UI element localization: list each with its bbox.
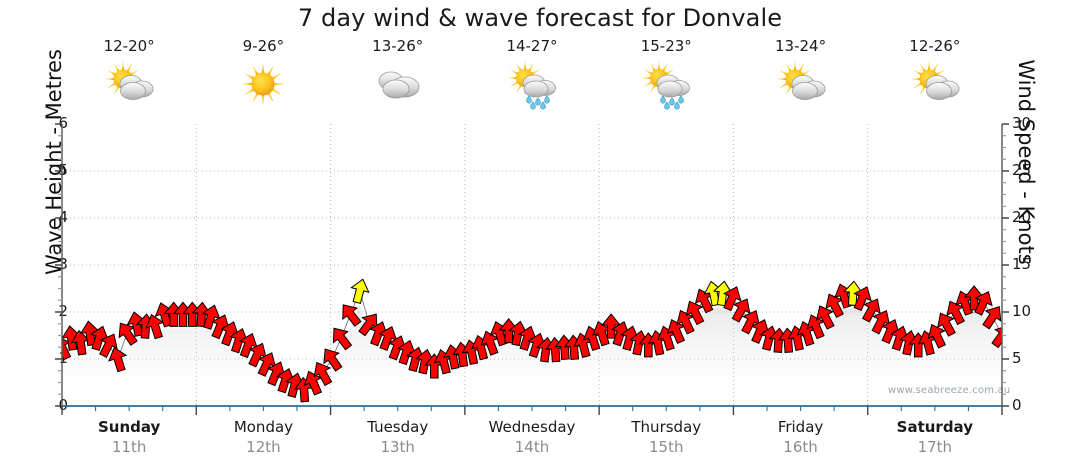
y-tick-left-6: 6 (58, 114, 68, 132)
day-header-monday: 9-26° (196, 38, 330, 122)
day-date: 12th (246, 438, 281, 456)
day-name: Friday (777, 418, 824, 436)
day-date: 16th (783, 438, 818, 456)
day-header-strip: 12-20° 9-26° 13-26° (62, 38, 1002, 122)
sun-cloud-rain-icon (635, 58, 697, 110)
wind-arrow (342, 304, 362, 327)
forecast-plot-svg (62, 124, 1002, 406)
day-footer-saturday: Saturday 17th (868, 418, 1002, 468)
day-temperature-range: 12-20° (103, 37, 155, 55)
wind-arrow (991, 325, 1002, 349)
day-header-sunday: 12-20° (62, 38, 196, 122)
wind-arrow (303, 370, 323, 396)
y-tick-right-30: 30 (1012, 114, 1032, 132)
day-temperature-range: 13-26° (372, 37, 424, 55)
wind-arrow (99, 333, 118, 358)
wind-arrow (685, 300, 705, 326)
wind-arrow (676, 309, 695, 335)
y-tick-right-25: 25 (1012, 161, 1032, 179)
y-tick-right-10: 10 (1012, 302, 1032, 320)
watermark: www.seabreeze.com.au (888, 385, 1011, 396)
wind-arrow (313, 361, 333, 387)
wind-arrow (332, 327, 353, 351)
day-footer-strip: Sunday 11th Monday 12th Tuesday 13th Wednesday… (62, 418, 1002, 468)
wind-arrow (982, 306, 1002, 330)
page-title: 7 day wind & wave forecast for Donvale (297, 4, 783, 32)
day-name: Thursday (631, 418, 702, 436)
cloud-icon (367, 58, 429, 110)
wind-arrow (323, 348, 343, 372)
day-name: Tuesday (367, 418, 429, 436)
day-name: Wednesday (488, 418, 576, 436)
y-tick-left-3: 3 (58, 255, 68, 273)
day-footer-tuesday: Tuesday 13th (331, 418, 465, 468)
y-tick-right-15: 15 (1012, 255, 1032, 273)
sun-icon (232, 58, 294, 110)
wind-arrow (145, 313, 165, 340)
wind-arrow (853, 286, 872, 312)
day-temperature-range: 12-26° (909, 37, 961, 55)
day-header-thursday: 15-23° (599, 38, 733, 122)
sun-behind-cloud-icon (98, 58, 160, 110)
day-date: 14th (514, 438, 550, 456)
day-date: 15th (649, 438, 684, 456)
day-header-friday: 13-24° (733, 38, 867, 122)
day-footer-wednesday: Wednesday 14th (465, 418, 599, 468)
wind-arrow (927, 323, 946, 349)
y-tick-right-0: 0 (1012, 396, 1022, 414)
day-temperature-range: 15-23° (640, 37, 692, 55)
day-footer-sunday: Sunday 11th (62, 418, 196, 468)
wind-arrow (350, 278, 370, 305)
y-tick-left-5: 5 (58, 161, 68, 179)
wind-arrow (731, 298, 751, 323)
wind-arrow-series (62, 278, 1002, 403)
day-header-tuesday: 13-26° (331, 38, 465, 122)
wind-arrow (937, 312, 956, 337)
y-tick-right-5: 5 (1012, 349, 1022, 367)
day-date: 17th (917, 438, 953, 456)
day-name: Saturday (896, 418, 973, 436)
day-footer-monday: Monday 12th (196, 418, 330, 468)
y-tick-right-20: 20 (1012, 208, 1032, 226)
wind-arrow (974, 290, 993, 316)
wind-arrow (806, 314, 825, 340)
day-name: Monday (233, 418, 294, 436)
sun-behind-cloud-icon (770, 58, 832, 110)
sun-cloud-rain-icon (501, 58, 563, 110)
day-temperature-range: 14-27° (506, 37, 558, 55)
wind-arrow (108, 346, 128, 373)
day-date: 13th (380, 438, 415, 456)
wind-arrow (723, 286, 742, 312)
day-header-saturday: 12-26° (868, 38, 1002, 122)
day-temperature-range: 13-24° (775, 37, 827, 55)
day-date: 11th (111, 438, 147, 456)
day-header-wednesday: 14-27° (465, 38, 599, 122)
plot-area (62, 124, 1002, 406)
wind-arrow (815, 305, 835, 330)
day-name: Sunday (97, 418, 161, 436)
day-footer-friday: Friday 16th (733, 418, 867, 468)
day-temperature-range: 9-26° (242, 37, 285, 55)
sun-behind-cloud-icon (904, 58, 966, 110)
y-tick-left-4: 4 (58, 208, 68, 226)
y-tick-left-2: 2 (58, 302, 68, 320)
day-footer-thursday: Thursday 15th (599, 418, 733, 468)
wind-arrow (861, 298, 881, 323)
